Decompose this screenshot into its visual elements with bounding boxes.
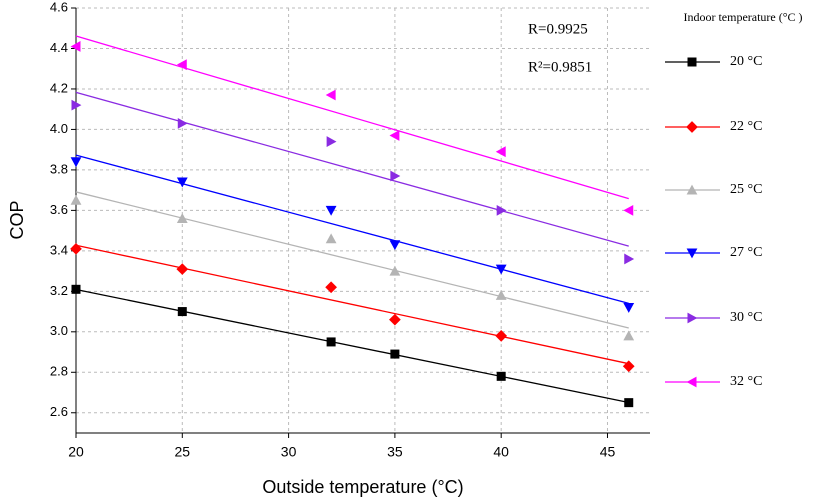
legend-label: 25 °C — [730, 182, 762, 197]
data-point — [71, 284, 81, 294]
data-point — [325, 89, 336, 101]
data-point — [495, 264, 507, 275]
fit-line — [75, 244, 629, 365]
data-point — [176, 59, 187, 71]
y-tick-label: 3.2 — [50, 283, 68, 298]
data-point — [70, 41, 81, 52]
data-point — [176, 177, 188, 188]
legend-label: 27 °C — [730, 245, 762, 260]
data-point — [624, 253, 635, 265]
data-point — [389, 313, 401, 326]
legend-title: Indoor temperature (°C ) — [683, 10, 802, 24]
y-tick-label: 2.8 — [50, 364, 68, 379]
legend-marker — [686, 376, 697, 388]
y-tick-label: 3.8 — [50, 161, 68, 176]
data-point — [390, 170, 401, 182]
data-point — [177, 307, 187, 317]
data-point — [389, 240, 401, 251]
data-point — [496, 204, 507, 216]
data-point — [496, 371, 506, 381]
y-axis-label: COP — [7, 200, 27, 239]
y-tick-label: 4.2 — [50, 80, 68, 95]
data-point — [177, 117, 188, 129]
data-point — [389, 265, 401, 276]
data-point — [70, 242, 82, 255]
legend-label: 32 °C — [730, 374, 762, 389]
y-tick-label: 4.0 — [50, 121, 68, 136]
fit-line — [75, 191, 629, 329]
data-point — [326, 136, 337, 147]
y-tick-label: 4.4 — [50, 40, 68, 55]
x-axis-label: Outside temperature (°C) — [262, 477, 463, 497]
fit-line — [75, 35, 629, 200]
fit-line — [75, 91, 629, 247]
data-point — [176, 213, 188, 223]
legend-label: 20 °C — [730, 54, 762, 69]
data-point — [624, 398, 634, 408]
legend-marker — [686, 248, 698, 259]
fit-line — [75, 288, 629, 404]
data-point — [495, 146, 506, 158]
fit-line — [75, 154, 629, 305]
y-tick-label: 4.6 — [50, 0, 68, 14]
annotation: R²=0.9851 — [528, 59, 592, 75]
legend-label: 30 °C — [730, 310, 762, 325]
x-tick-label: 35 — [387, 444, 403, 460]
legend-marker — [686, 184, 698, 195]
data-point — [389, 130, 400, 141]
x-tick-label: 40 — [493, 444, 509, 460]
x-tick-label: 25 — [175, 444, 191, 460]
legend-marker — [687, 57, 697, 67]
x-tick-label: 30 — [281, 444, 297, 460]
data-point — [176, 263, 189, 275]
annotation: R=0.9925 — [528, 21, 588, 37]
data-point — [495, 289, 507, 300]
legend-marker — [686, 121, 698, 133]
legend-marker — [687, 312, 698, 324]
data-point — [623, 330, 635, 341]
y-tick-label: 3.0 — [50, 323, 68, 338]
data-point — [390, 349, 400, 359]
data-point — [325, 205, 337, 216]
x-tick-label: 20 — [68, 444, 84, 460]
data-point — [70, 157, 82, 168]
data-point — [623, 204, 634, 216]
data-point — [623, 303, 635, 313]
y-tick-label: 3.6 — [50, 202, 68, 217]
data-point — [622, 360, 635, 373]
data-point — [326, 337, 336, 347]
y-tick-label: 3.4 — [50, 242, 68, 257]
data-point — [325, 281, 337, 294]
y-tick-label: 2.6 — [50, 404, 68, 419]
legend-label: 22 °C — [730, 119, 762, 134]
data-point — [71, 99, 82, 111]
x-tick-label: 45 — [600, 444, 616, 460]
data-point — [495, 330, 508, 342]
data-point — [325, 233, 337, 244]
data-point — [70, 194, 82, 205]
